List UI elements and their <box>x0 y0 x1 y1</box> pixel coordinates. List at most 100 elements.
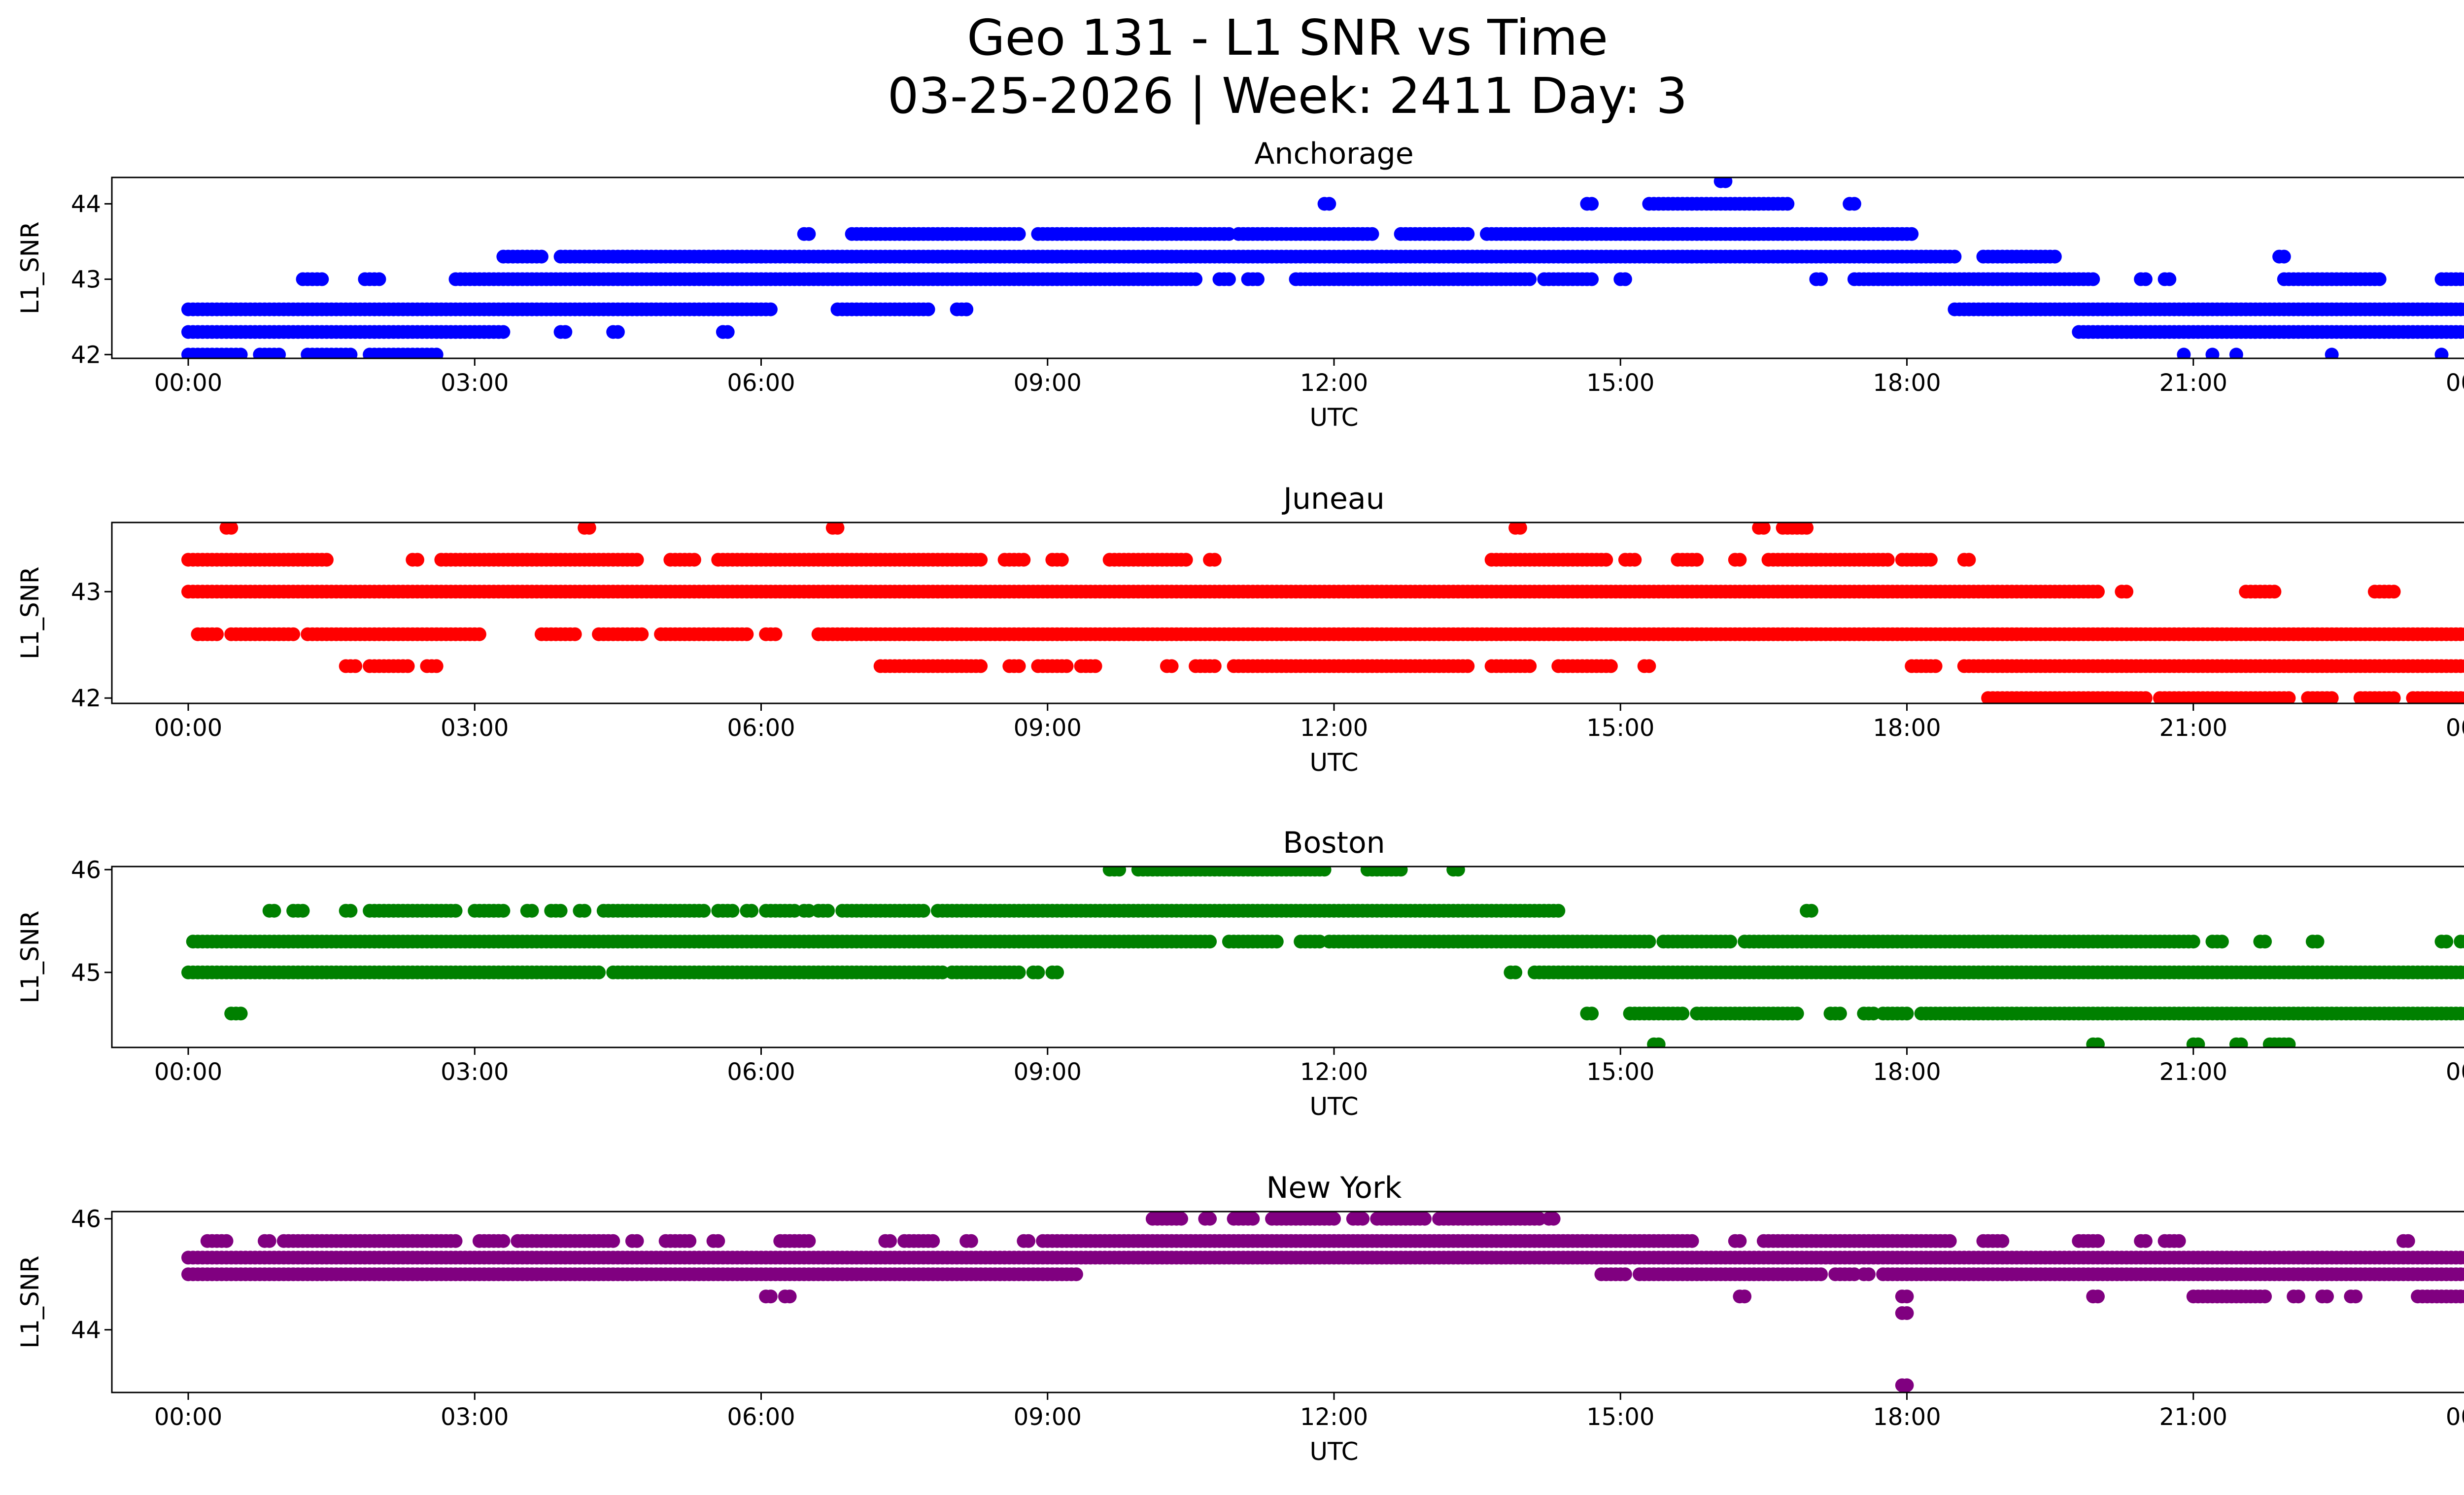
data-point <box>2291 1289 2305 1304</box>
data-point <box>1017 553 1031 567</box>
data-point <box>2458 966 2464 979</box>
subplot-title: Juneau <box>1281 482 1384 516</box>
data-point <box>716 325 730 339</box>
data-point <box>1551 904 1566 918</box>
data-point <box>1833 1007 1847 1021</box>
data-point <box>2372 272 2387 286</box>
x-tick-label: 09:00 <box>1014 369 1082 397</box>
data-point <box>1269 935 1284 949</box>
data-point <box>1164 659 1179 673</box>
data-point <box>2458 691 2464 703</box>
data-point <box>448 904 463 918</box>
data-point <box>429 659 444 673</box>
data-point <box>1203 935 1217 949</box>
x-tick-label: 00:00 <box>2446 1058 2464 1086</box>
data-point <box>2458 272 2464 286</box>
data-point <box>1862 1267 1876 1282</box>
x-tick-label: 21:00 <box>2159 714 2227 742</box>
data-point <box>2325 691 2339 703</box>
data-point <box>296 904 310 918</box>
data-point <box>2091 585 2105 599</box>
data-point <box>1060 659 1074 673</box>
data-point <box>496 904 511 918</box>
y-axis-label: L1_SNR <box>16 221 44 314</box>
y-tick-label: 46 <box>71 856 101 884</box>
data-point <box>1690 553 1704 567</box>
x-tick-label: 06:00 <box>727 369 795 397</box>
x-tick-label: 00:00 <box>2446 369 2464 397</box>
data-point <box>2234 1037 2248 1047</box>
data-point <box>2048 249 2062 264</box>
data-point <box>697 904 711 918</box>
y-axis-label: L1_SNR <box>16 566 44 660</box>
data-point <box>725 904 740 918</box>
data-point <box>1012 227 1026 241</box>
data-point <box>1676 1007 1690 1021</box>
data-point <box>916 904 930 918</box>
data-point <box>1451 867 1465 877</box>
data-point <box>2120 585 2134 599</box>
data-point <box>496 325 511 339</box>
data-point <box>1962 553 1976 567</box>
data-point <box>1189 272 1203 286</box>
data-point <box>525 904 539 918</box>
data-point <box>1900 1289 1914 1304</box>
data-point <box>1948 249 1962 264</box>
data-point <box>568 627 582 641</box>
data-point <box>1733 553 1747 567</box>
data-point <box>1585 197 1599 211</box>
data-point <box>1523 659 1537 673</box>
data-point <box>1814 1267 1828 1282</box>
data-point <box>1847 1267 1861 1282</box>
data-point <box>1628 553 1642 567</box>
data-point <box>1012 965 1026 979</box>
data-point <box>2258 1289 2272 1304</box>
y-tick-label: 45 <box>71 959 101 987</box>
x-tick-label: 03:00 <box>441 714 509 742</box>
data-point <box>1881 553 1895 567</box>
x-tick-label: 06:00 <box>727 1058 795 1086</box>
y-tick-label: 42 <box>71 341 101 369</box>
data-point <box>2138 691 2153 703</box>
x-tick-label: 00:00 <box>154 369 222 397</box>
data-point <box>319 553 334 567</box>
data-point <box>974 659 988 673</box>
data-point <box>1179 553 1193 567</box>
data-points <box>181 177 2464 358</box>
data-point <box>2387 585 2401 599</box>
data-point <box>2325 348 2339 358</box>
data-point <box>1900 1378 1914 1392</box>
data-point <box>1513 522 1527 535</box>
data-point <box>783 1289 797 1304</box>
y-tick-label: 43 <box>71 266 101 293</box>
data-point <box>2091 1037 2105 1047</box>
data-point <box>630 553 644 567</box>
data-point <box>1618 272 1632 286</box>
data-point <box>234 1007 248 1021</box>
x-tick-label: 00:00 <box>154 1058 222 1086</box>
data-point <box>553 904 568 918</box>
data-point <box>372 272 386 286</box>
data-point <box>2439 935 2454 949</box>
data-point <box>234 348 248 358</box>
y-tick-label: 44 <box>71 191 101 218</box>
data-point <box>2215 935 2229 949</box>
data-point <box>2282 1037 2296 1047</box>
data-point <box>1012 659 1026 673</box>
data-point <box>2458 325 2464 339</box>
x-tick-label: 18:00 <box>1873 714 1941 742</box>
data-point <box>1790 1007 1804 1021</box>
data-point <box>2320 1289 2334 1304</box>
data-point <box>1800 522 1814 535</box>
x-tick-label: 18:00 <box>1873 369 1941 397</box>
data-point <box>2458 302 2464 316</box>
data-point <box>315 272 329 286</box>
data-point <box>2458 1007 2464 1020</box>
data-point <box>2205 348 2220 358</box>
data-point <box>2191 1037 2205 1047</box>
data-point <box>1322 197 1336 211</box>
